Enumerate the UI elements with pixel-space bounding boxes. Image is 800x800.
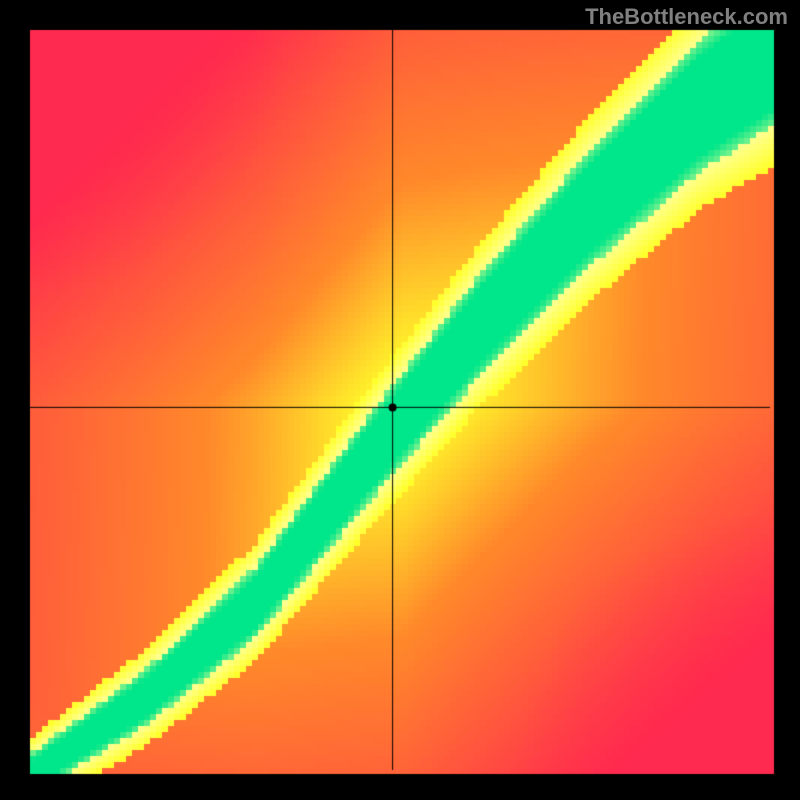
watermark-text: TheBottleneck.com	[585, 4, 788, 30]
heatmap-canvas	[0, 0, 800, 800]
chart-container: TheBottleneck.com	[0, 0, 800, 800]
